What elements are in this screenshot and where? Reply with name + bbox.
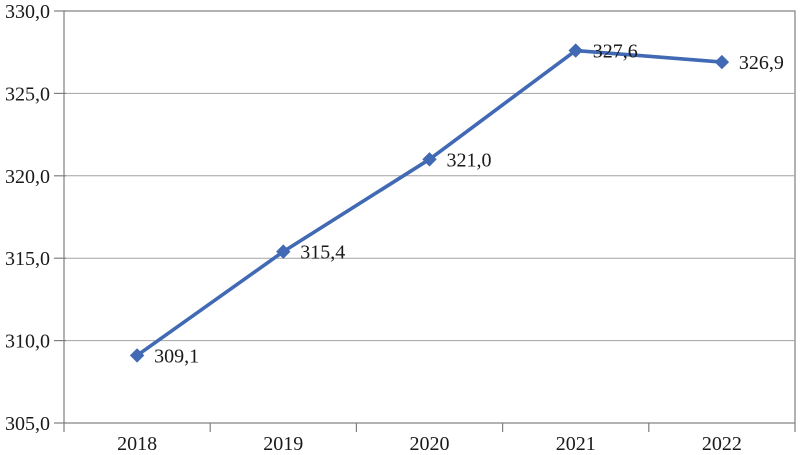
y-axis-tick-label: 305,0 [5,413,50,435]
data-point-marker [422,152,437,167]
data-point-marker [129,348,145,363]
data-point-label: 321,0 [447,149,492,171]
x-axis-tick-label: 2021 [556,433,596,455]
data-point-marker [714,54,730,70]
x-axis-tick-label: 2022 [702,433,742,455]
data-point-label: 327,6 [593,41,638,63]
y-axis-tick-label: 325,0 [5,83,50,105]
y-axis-tick-label: 310,0 [5,331,50,353]
y-axis-tick-label: 320,0 [5,166,50,188]
y-axis-tick-label: 330,0 [5,1,50,23]
data-point-label: 309,1 [154,345,199,367]
plot-area [63,10,796,424]
x-axis-tick-label: 2020 [410,433,450,455]
y-axis-tick-label: 315,0 [5,248,50,270]
data-point-label: 326,9 [739,52,784,74]
x-axis-tick-label: 2018 [117,433,157,455]
x-axis-tick-label: 2019 [263,433,303,455]
data-point-marker [276,244,291,259]
data-point-label: 315,4 [300,242,345,264]
data-point-marker [568,43,583,58]
